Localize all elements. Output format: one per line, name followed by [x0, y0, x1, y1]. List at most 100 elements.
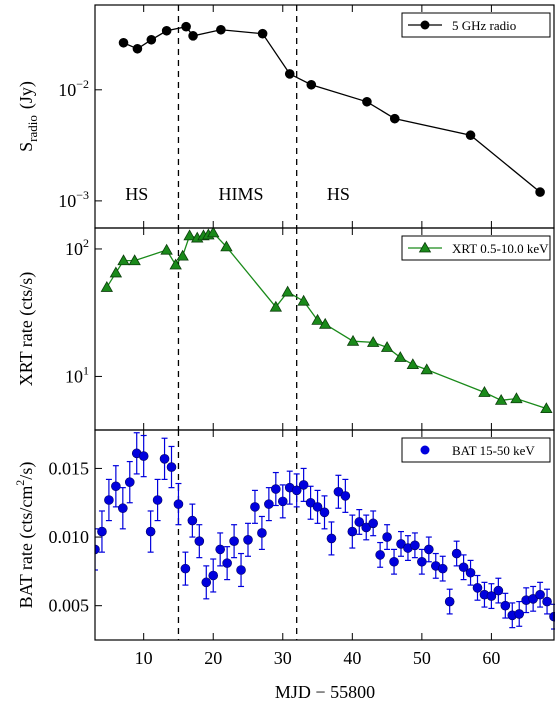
- marker: [257, 528, 267, 538]
- marker: [535, 187, 545, 197]
- state-annotation: HIMS: [219, 184, 264, 204]
- marker: [176, 249, 189, 261]
- marker: [417, 556, 427, 567]
- error-bar: [95, 528, 98, 571]
- tick-label-base: 10: [58, 80, 76, 100]
- y-tick-label: 101: [65, 363, 89, 386]
- x-tick-label: 60: [482, 648, 500, 668]
- marker: [394, 351, 407, 362]
- y-tick-label: 102: [65, 236, 89, 259]
- marker: [236, 565, 246, 575]
- marker: [458, 562, 469, 573]
- marker: [380, 341, 394, 352]
- marker: [319, 507, 330, 518]
- marker: [117, 254, 130, 266]
- marker: [104, 495, 114, 505]
- y-label-text: XRT rate (cts/s): [16, 272, 37, 387]
- marker: [100, 281, 114, 292]
- tick-label-base: 10: [65, 366, 83, 386]
- marker: [271, 484, 281, 494]
- marker: [194, 536, 205, 546]
- tick-label-exponent: 1: [83, 363, 89, 377]
- x-tick-label: 20: [204, 648, 222, 668]
- tick-label-exponent: 2: [83, 236, 89, 250]
- marker: [220, 240, 233, 252]
- marker: [437, 563, 448, 574]
- marker: [368, 518, 378, 529]
- marker: [451, 548, 462, 559]
- legend-label: BAT 15-50 keV: [452, 443, 535, 458]
- x-axis-label: MJD − 55800: [275, 682, 375, 702]
- marker: [281, 285, 294, 297]
- marker: [389, 556, 399, 567]
- axes-frame: [94, 4, 555, 229]
- marker: [138, 451, 149, 461]
- marker: [319, 317, 332, 329]
- marker: [486, 591, 497, 601]
- y-label-rest: (Jy): [16, 81, 37, 109]
- marker: [159, 454, 170, 464]
- marker: [187, 515, 198, 526]
- x-tick-label: 10: [135, 648, 153, 668]
- marker: [173, 499, 184, 509]
- y-axis-label: Sradio (Jy): [16, 81, 40, 152]
- legend-marker: [420, 20, 430, 30]
- x-tick-label: 50: [413, 648, 431, 668]
- marker: [180, 563, 191, 574]
- marker: [406, 358, 420, 370]
- y-label-sup: 2: [13, 480, 27, 486]
- marker: [410, 540, 420, 551]
- marker: [169, 258, 182, 270]
- marker: [181, 21, 191, 32]
- marker: [208, 570, 219, 581]
- plot-area: [95, 430, 555, 640]
- marker: [111, 481, 121, 492]
- marker: [277, 496, 288, 507]
- legend: BAT 15-50 keV: [401, 437, 551, 463]
- marker: [124, 477, 135, 487]
- marker: [465, 567, 476, 578]
- marker: [243, 535, 253, 545]
- marker: [269, 300, 283, 312]
- marker: [340, 491, 351, 501]
- marker: [389, 113, 400, 124]
- marker: [298, 480, 309, 490]
- y-label-rest: /s): [16, 462, 37, 480]
- marker: [284, 69, 295, 79]
- state-annotation: HS: [327, 184, 350, 204]
- marker: [132, 43, 143, 54]
- marker: [215, 544, 225, 555]
- marker: [291, 485, 302, 496]
- marker: [297, 294, 310, 306]
- marker: [540, 402, 553, 414]
- legend-marker: [420, 445, 430, 455]
- marker: [354, 517, 365, 527]
- marker: [160, 243, 173, 255]
- state-annotation: HS: [125, 184, 148, 204]
- legend-label: 5 GHz radio: [452, 18, 516, 33]
- y-tick-label: 0.005: [49, 596, 90, 616]
- marker: [362, 96, 372, 107]
- marker: [188, 31, 198, 41]
- marker: [420, 363, 433, 375]
- y-axis-label: XRT rate (cts/s): [16, 272, 37, 387]
- legend-label: XRT 0.5-10.0 keV: [452, 241, 549, 256]
- y-tick-label: 0.015: [49, 458, 90, 478]
- y-tick-label: 10−3: [58, 188, 89, 211]
- marker: [382, 532, 392, 542]
- marker: [347, 526, 358, 537]
- marker: [109, 266, 123, 278]
- marker: [424, 544, 434, 555]
- legend-marker: [418, 241, 432, 253]
- marker: [472, 583, 483, 593]
- line: [106, 231, 547, 410]
- marker: [264, 499, 274, 509]
- axes-frame: [94, 429, 555, 641]
- marker: [257, 28, 268, 39]
- y-axis-label: BAT rate (cts/cm2/s): [13, 462, 37, 609]
- marker: [375, 550, 385, 560]
- marker: [250, 502, 260, 512]
- legend: XRT 0.5-10.0 keV: [401, 235, 551, 261]
- tick-label-exponent: −2: [76, 77, 89, 91]
